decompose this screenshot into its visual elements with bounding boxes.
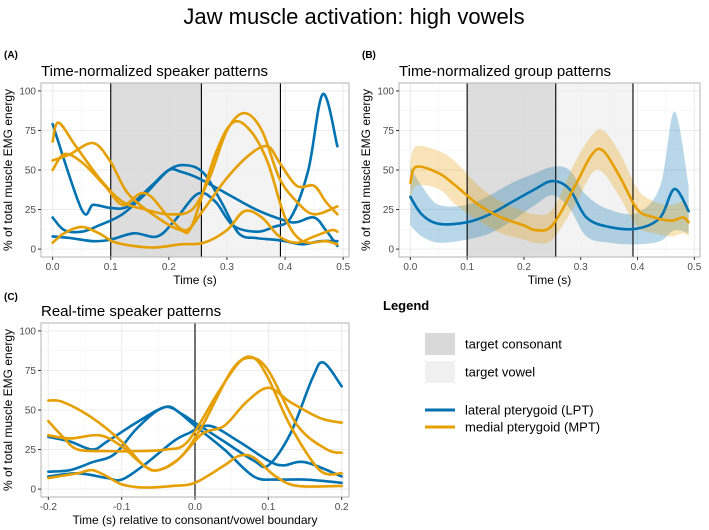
legend-item: medial pterygoid (MPT): [425, 420, 600, 435]
x-axis-label: Time (s): [528, 273, 572, 287]
mpt-ribbon: [410, 129, 689, 244]
mpt-curve: [47, 355, 343, 476]
lpt-ribbon: [410, 111, 689, 245]
region-target-consonant: [110, 83, 202, 257]
x-tick-label: 0.2: [162, 262, 176, 273]
y-tick-label: 25: [25, 205, 37, 216]
x-tick-label: 0.4: [631, 262, 645, 273]
lpt-curve: [47, 405, 343, 485]
panel-b: (B) Time-normalized group patterns 0.0 0.1 0…: [359, 50, 702, 287]
x-tick-label: 0.2: [335, 502, 349, 513]
y-axis-label: % of total muscle EMG energy: [359, 89, 373, 251]
mpt-curve: [47, 386, 343, 472]
panel-title: Real-time speaker patterns: [41, 303, 221, 320]
legend-item: target vowel: [425, 361, 535, 383]
legend-label: lateral pterygoid (LPT): [465, 403, 594, 418]
legend-heading: Legend: [383, 298, 429, 313]
x-tick-label: 0.5: [336, 262, 350, 273]
legend: Legend target consonant target vowel later…: [383, 298, 600, 435]
lpt-curve: [47, 424, 343, 482]
mpt-curve: [51, 119, 339, 246]
y-tick-label: 25: [383, 205, 395, 216]
x-axis-label: Time (s): [173, 273, 217, 287]
x-tick-label: -0.2: [40, 502, 58, 513]
panel-tag: (B): [362, 50, 376, 61]
y-tick-label: 50: [25, 166, 37, 177]
x-tick-label: 0.1: [261, 502, 275, 513]
legend-label: medial pterygoid (MPT): [465, 420, 600, 435]
x-tick-label: 0.0: [46, 262, 60, 273]
y-tick-label: 75: [25, 366, 37, 377]
mpt-curve: [51, 209, 339, 249]
mpt-curve: [51, 144, 339, 232]
x-tick-label: 0.1: [104, 262, 118, 273]
y-tick-label: 75: [383, 126, 395, 137]
x-axis-label: Time (s) relative to consonant/vowel bou…: [72, 513, 317, 527]
x-tick-label: 0.2: [517, 262, 531, 273]
mpt-curve: [47, 453, 343, 489]
panel-tag: (C): [4, 292, 18, 303]
y-tick-label: 50: [383, 166, 395, 177]
lpt-curve: [51, 122, 339, 248]
mpt-curve: [409, 147, 690, 232]
y-tick-label: 25: [25, 445, 37, 456]
x-tick-label: -0.1: [113, 502, 131, 513]
y-tick-label: 0: [30, 245, 36, 256]
y-tick-label: 50: [25, 406, 37, 417]
x-tick-label: 0.1: [460, 262, 474, 273]
legend-swatch: [425, 333, 455, 355]
legend-item: lateral pterygoid (LPT): [425, 403, 594, 418]
y-axis-label: % of total muscle EMG energy: [1, 329, 15, 491]
lpt-curve: [409, 179, 690, 231]
region-target-consonant: [467, 83, 556, 257]
x-tick-label: 0.0: [188, 502, 202, 513]
x-tick-label: 0.5: [687, 262, 701, 273]
x-tick-label: 0.0: [403, 262, 417, 273]
y-axis-label: % of total muscle EMG energy: [1, 89, 15, 251]
y-tick-label: 100: [19, 86, 36, 97]
figure-title: Jaw muscle activation: high vowels: [183, 4, 524, 29]
panel-c: (C) Real-time speaker patterns -0.2 -0.1 0.0…: [1, 292, 350, 527]
x-tick-label: 0.3: [574, 262, 588, 273]
y-tick-label: 0: [30, 485, 36, 496]
panel-title: Time-normalized group patterns: [399, 63, 611, 80]
legend-item: target consonant: [425, 333, 562, 355]
panel-tag: (A): [4, 50, 18, 61]
legend-swatch: [425, 361, 455, 383]
y-tick-label: 0: [388, 245, 394, 256]
y-tick-label: 100: [19, 326, 36, 337]
y-tick-label: 75: [25, 126, 37, 137]
y-tick-label: 100: [377, 86, 394, 97]
lpt-curve: [51, 92, 339, 243]
lpt-curve: [47, 361, 343, 469]
legend-label: target vowel: [465, 365, 535, 380]
legend-label: target consonant: [465, 337, 562, 352]
panel-title: Time-normalized speaker patterns: [41, 63, 268, 80]
x-tick-label: 0.3: [220, 262, 234, 273]
x-tick-label: 0.4: [278, 262, 292, 273]
panel-a: (A) Time-normalized speaker patterns 0.0 0.…: [1, 50, 351, 287]
